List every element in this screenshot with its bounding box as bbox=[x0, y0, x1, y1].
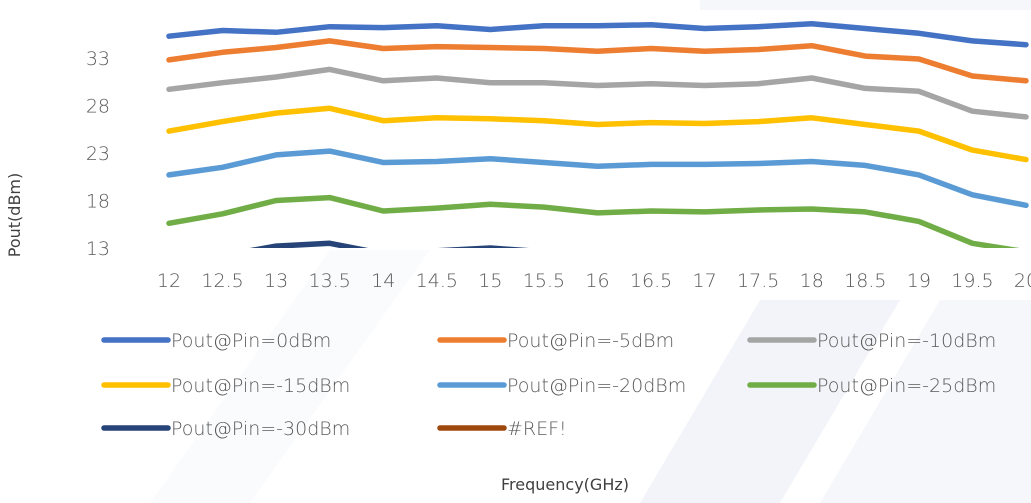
x-tick-label: 15.5 bbox=[523, 270, 565, 292]
y-tick-label: 33 bbox=[86, 48, 110, 70]
series-line bbox=[249, 240, 530, 248]
legend-label: Pout@Pin=-30dBm bbox=[171, 418, 350, 440]
legend-item: Pout@Pin=-20dBm bbox=[437, 375, 686, 397]
x-tick-label: 15 bbox=[478, 270, 502, 292]
y-tick-label: 28 bbox=[86, 96, 110, 118]
x-tick-label: 14 bbox=[371, 270, 395, 292]
y-axis-title: Pout(dBm) bbox=[5, 173, 24, 257]
x-tick-label: 17.5 bbox=[737, 270, 779, 292]
legend-item: Pout@Pin=-5dBm bbox=[437, 330, 674, 352]
series-line bbox=[166, 105, 1029, 163]
series-line bbox=[166, 194, 1020, 248]
series-line bbox=[166, 66, 1029, 120]
x-tick-label: 18.5 bbox=[844, 270, 886, 292]
x-tick-label: 19 bbox=[907, 270, 931, 292]
legend: Pout@Pin=0dBm Pout@Pin=-5dBm Pout@Pin=-10d… bbox=[101, 330, 996, 440]
legend-label: Pout@Pin=-10dBm bbox=[817, 330, 996, 352]
x-tick-label: 18 bbox=[800, 270, 824, 292]
series-line bbox=[166, 148, 1029, 209]
plot-area bbox=[166, 21, 1029, 248]
legend-label: Pout@Pin=-15dBm bbox=[171, 375, 350, 397]
x-tick-label: 16.5 bbox=[630, 270, 672, 292]
legend-label: Pout@Pin=0dBm bbox=[171, 330, 331, 352]
x-tick-label: 20 bbox=[1014, 270, 1031, 292]
y-axis-ticks: 13 18 23 28 33 bbox=[86, 48, 110, 260]
y-tick-label: 18 bbox=[86, 191, 110, 213]
x-tick-label: 16 bbox=[585, 270, 609, 292]
x-tick-label: 14.5 bbox=[416, 270, 458, 292]
series-line bbox=[166, 21, 1029, 48]
legend-item: Pout@Pin=-30dBm bbox=[101, 418, 350, 440]
x-tick-label: 17 bbox=[693, 270, 717, 292]
legend-item: #REF! bbox=[437, 418, 567, 440]
x-axis-title: Frequency(GHz) bbox=[501, 475, 629, 494]
legend-label: Pout@Pin=-5dBm bbox=[507, 330, 674, 352]
x-tick-label: 12 bbox=[157, 270, 181, 292]
x-tick-label: 13.5 bbox=[309, 270, 351, 292]
legend-item: Pout@Pin=-15dBm bbox=[101, 375, 350, 397]
legend-label: Pout@Pin=-20dBm bbox=[507, 375, 686, 397]
series-line bbox=[166, 38, 1029, 84]
y-tick-label: 13 bbox=[86, 238, 110, 260]
x-tick-label: 12.5 bbox=[201, 270, 243, 292]
y-tick-label: 23 bbox=[86, 143, 110, 165]
x-axis-ticks: 12 12.5 13 13.5 14 14.5 15 15.5 16 16.5 17 17.5 18 18… bbox=[157, 270, 1031, 292]
legend-item: Pout@Pin=0dBm bbox=[101, 330, 331, 352]
x-tick-label: 19.5 bbox=[951, 270, 993, 292]
legend-item: Pout@Pin=-25dBm bbox=[747, 375, 996, 397]
legend-label: Pout@Pin=-25dBm bbox=[817, 375, 996, 397]
legend-label: #REF! bbox=[507, 418, 567, 440]
legend-item: Pout@Pin=-10dBm bbox=[747, 330, 996, 352]
x-tick-label: 13 bbox=[264, 270, 288, 292]
